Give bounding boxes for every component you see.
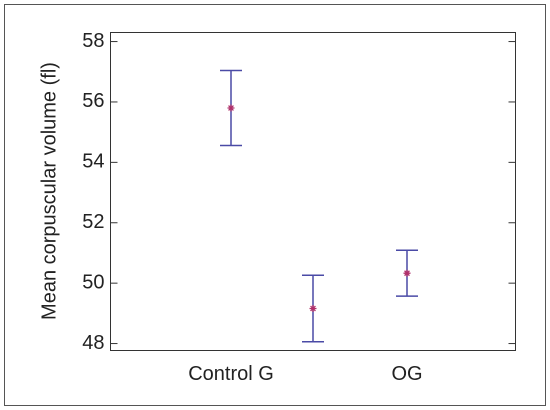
y-tick-label: 48 [82,332,104,354]
frame [4,4,546,406]
y-tick-label: 56 [82,90,104,112]
mean-marker [227,104,235,112]
mean-marker [403,269,411,277]
x-tick-label: OG [391,363,422,385]
y-tick-label: 50 [82,271,104,293]
mean-marker [309,305,317,313]
y-tick-label: 54 [82,151,104,173]
y-tick-label: 58 [82,30,104,52]
y-tick-label: 52 [82,211,104,233]
y-axis-label: Mean corpuscular volume (fl) [38,62,60,320]
plot-area [110,32,516,351]
x-tick-label: Control G [188,363,274,385]
